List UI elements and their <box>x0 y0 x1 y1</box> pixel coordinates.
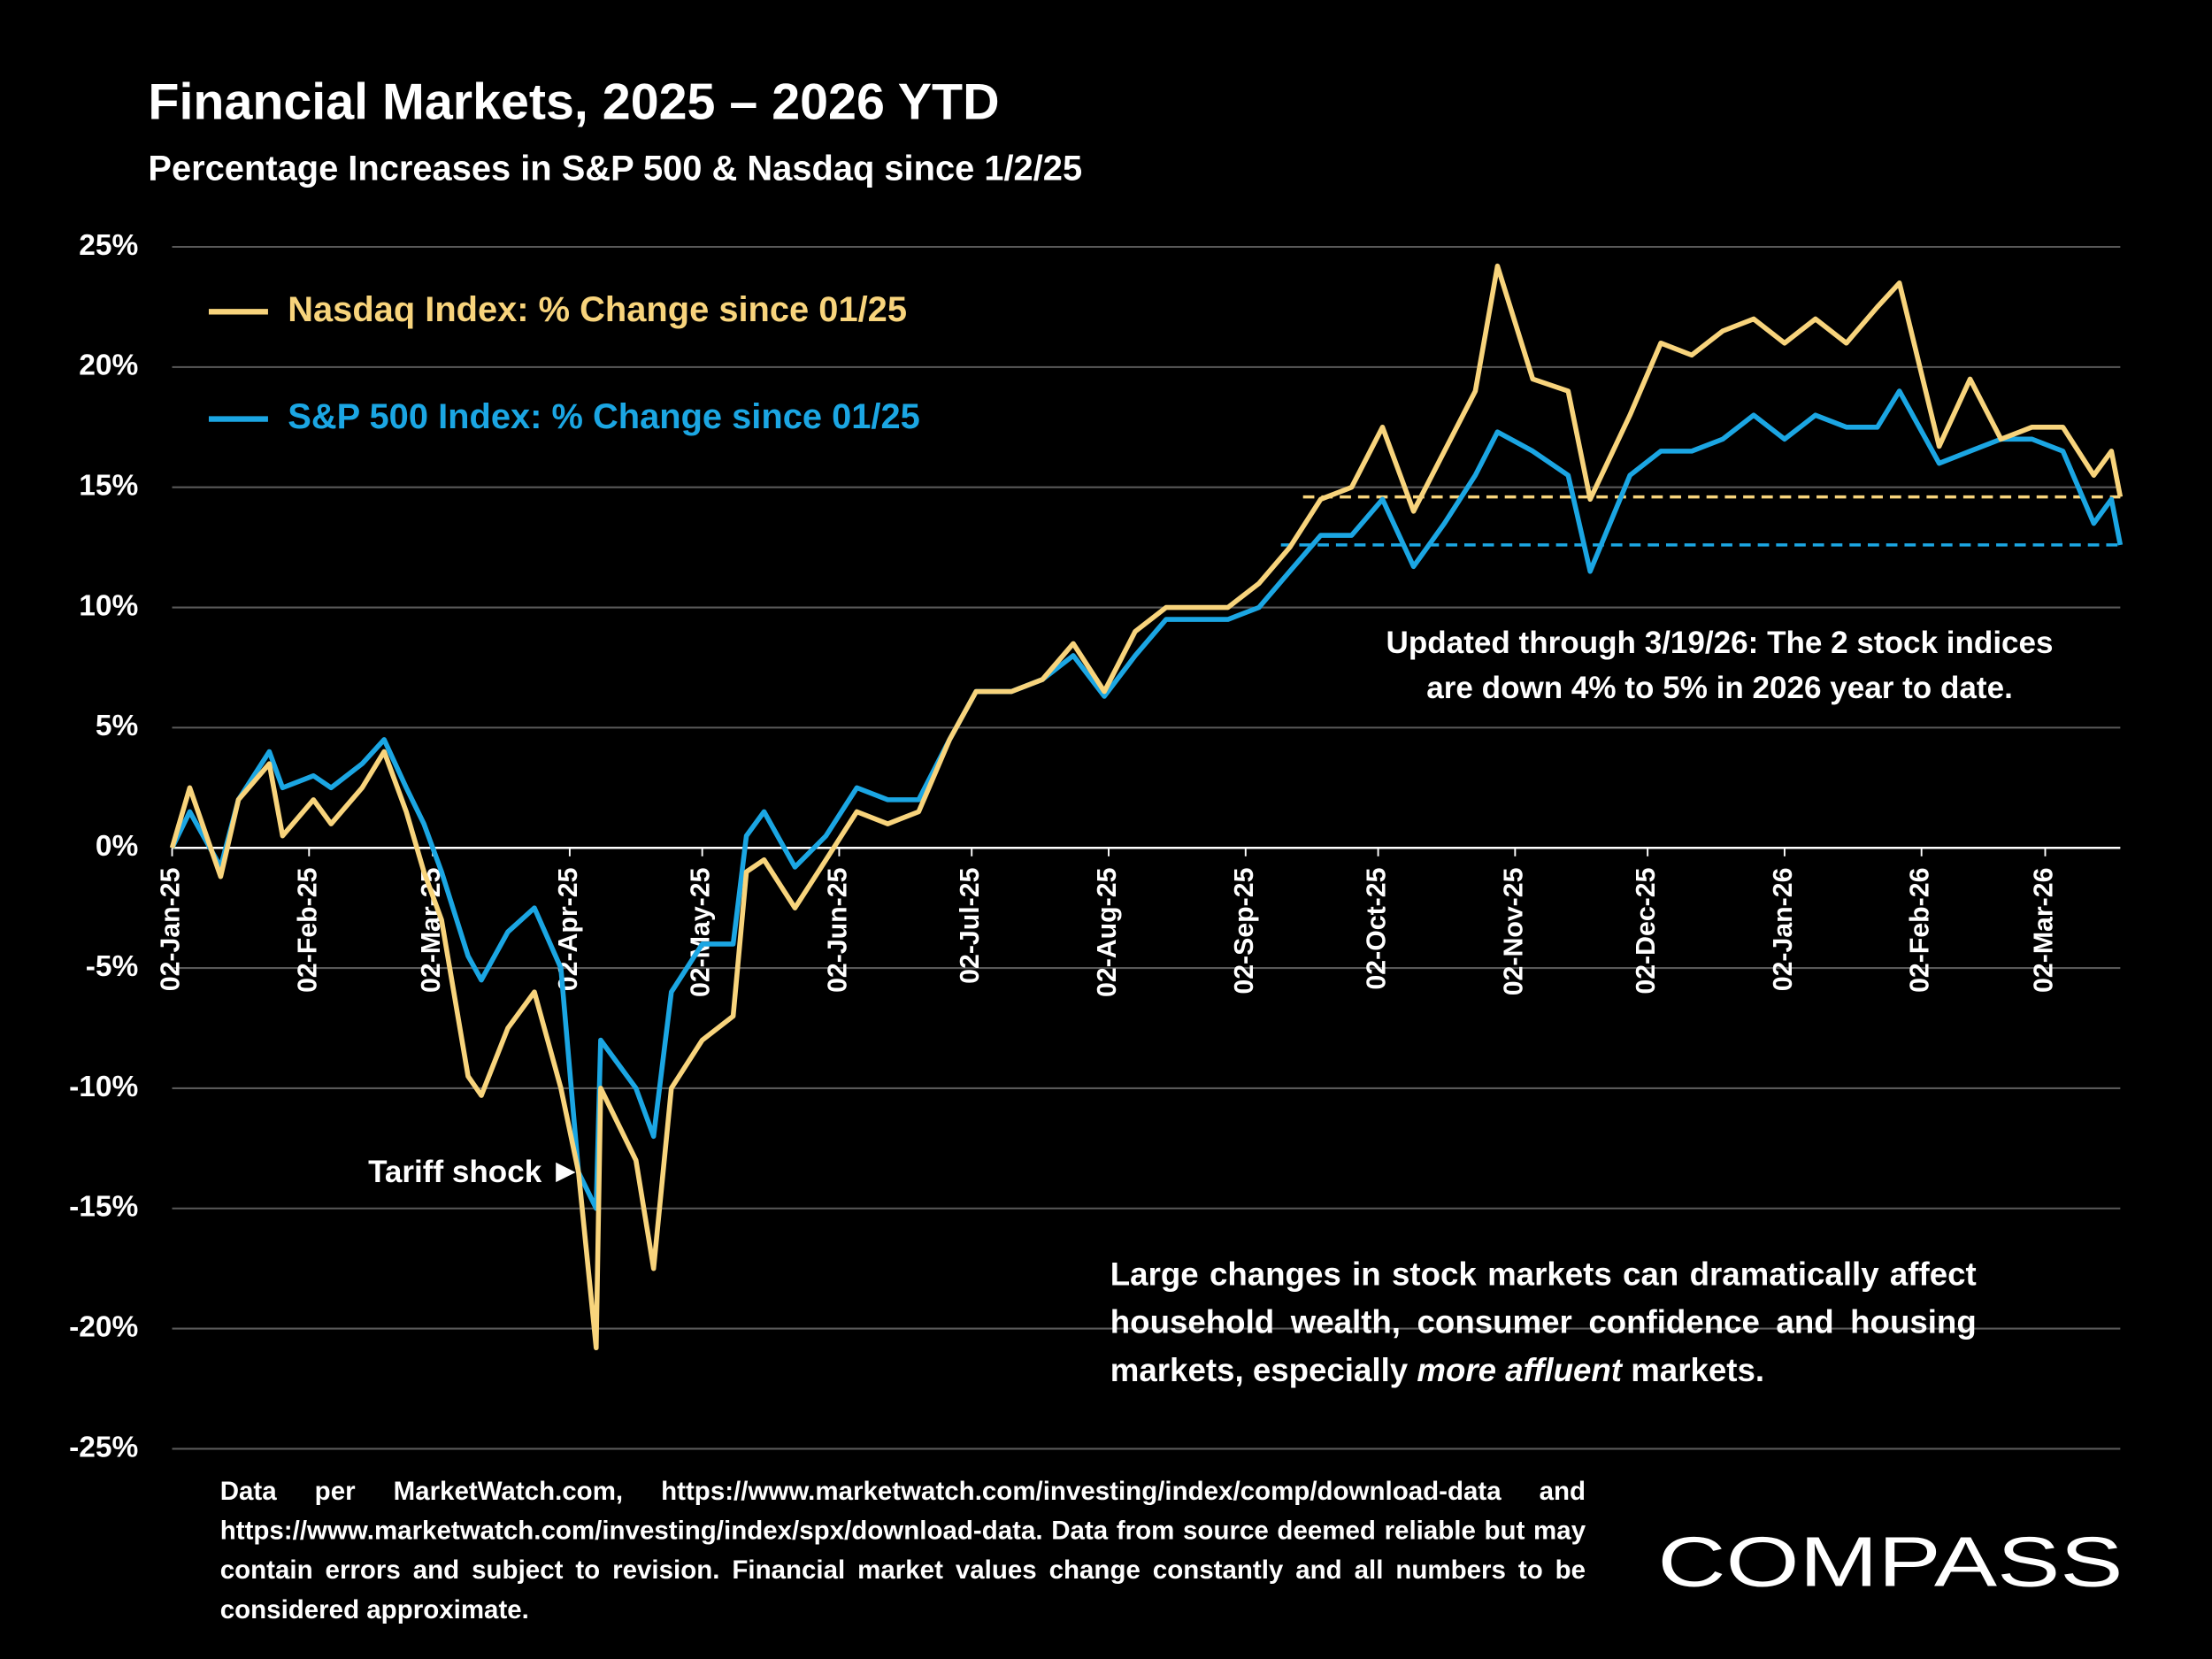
x-tick-label: 02-Jan-26 <box>1769 868 1798 992</box>
x-tick-label: 02-Nov-25 <box>1499 868 1528 996</box>
tariff-annotation: Tariff shock <box>368 1155 542 1189</box>
x-tick-label: 02-Jan-25 <box>157 868 186 992</box>
x-tick-label: 02-Feb-25 <box>293 868 322 993</box>
y-tick-label: 25% <box>79 229 138 262</box>
chart-subtitle: Percentage Increases in S&P 500 & Nasdaq… <box>148 149 1082 188</box>
y-tick-label: -25% <box>69 1431 138 1463</box>
note-text: markets. <box>1622 1351 1765 1388</box>
y-tick-label: 0% <box>96 830 138 863</box>
y-tick-label: -10% <box>69 1071 138 1103</box>
x-tick-label: 02-Jun-25 <box>823 868 852 993</box>
x-tick-label: 02-Feb-26 <box>1906 868 1935 993</box>
logo: COMPASS <box>1657 1522 2123 1601</box>
x-tick-label: 02-May-25 <box>687 868 716 997</box>
note-emphasis: more affluent <box>1417 1351 1623 1388</box>
series-line <box>170 388 2124 1211</box>
source-note: Data per MarketWatch.com, https://www.ma… <box>219 1475 1586 1624</box>
update-annotation: are down 4% to 5% in 2026 year to date. <box>1426 671 2013 705</box>
note: Large changes in stock markets can drama… <box>1110 1250 1977 1394</box>
x-tick-label: 02-Dec-25 <box>1632 868 1661 995</box>
y-tick-label: 20% <box>79 349 138 382</box>
note-text: Large changes in stock markets can drama… <box>1110 1256 1977 1388</box>
x-tick-label: 02-Sep-25 <box>1230 868 1259 995</box>
series-line <box>169 263 2124 1351</box>
legend-label: S&P 500 Index: % Change since 01/25 <box>288 397 920 436</box>
y-tick-label: 10% <box>79 589 138 622</box>
y-tick-label: 5% <box>96 710 138 742</box>
update-annotation: Updated through 3/19/26: The 2 stock ind… <box>1386 626 2054 660</box>
legend-label: Nasdaq Index: % Change since 01/25 <box>288 290 907 329</box>
chart-title: Financial Markets, 2025 – 2026 YTD <box>148 74 999 131</box>
y-tick-label: 15% <box>79 470 138 503</box>
tariff-arrow <box>556 1162 576 1183</box>
x-tick-label: 02-Apr-25 <box>554 868 583 992</box>
x-tick-label: 02-Oct-25 <box>1363 868 1392 990</box>
y-tick-label: -20% <box>69 1310 138 1343</box>
x-tick-label: 02-Aug-25 <box>1093 868 1122 997</box>
y-tick-label: -5% <box>86 950 139 983</box>
x-tick-label: 02-Mar-26 <box>2029 868 2058 993</box>
y-tick-label: -15% <box>69 1191 138 1224</box>
x-tick-label: 02-Jul-25 <box>956 868 985 984</box>
